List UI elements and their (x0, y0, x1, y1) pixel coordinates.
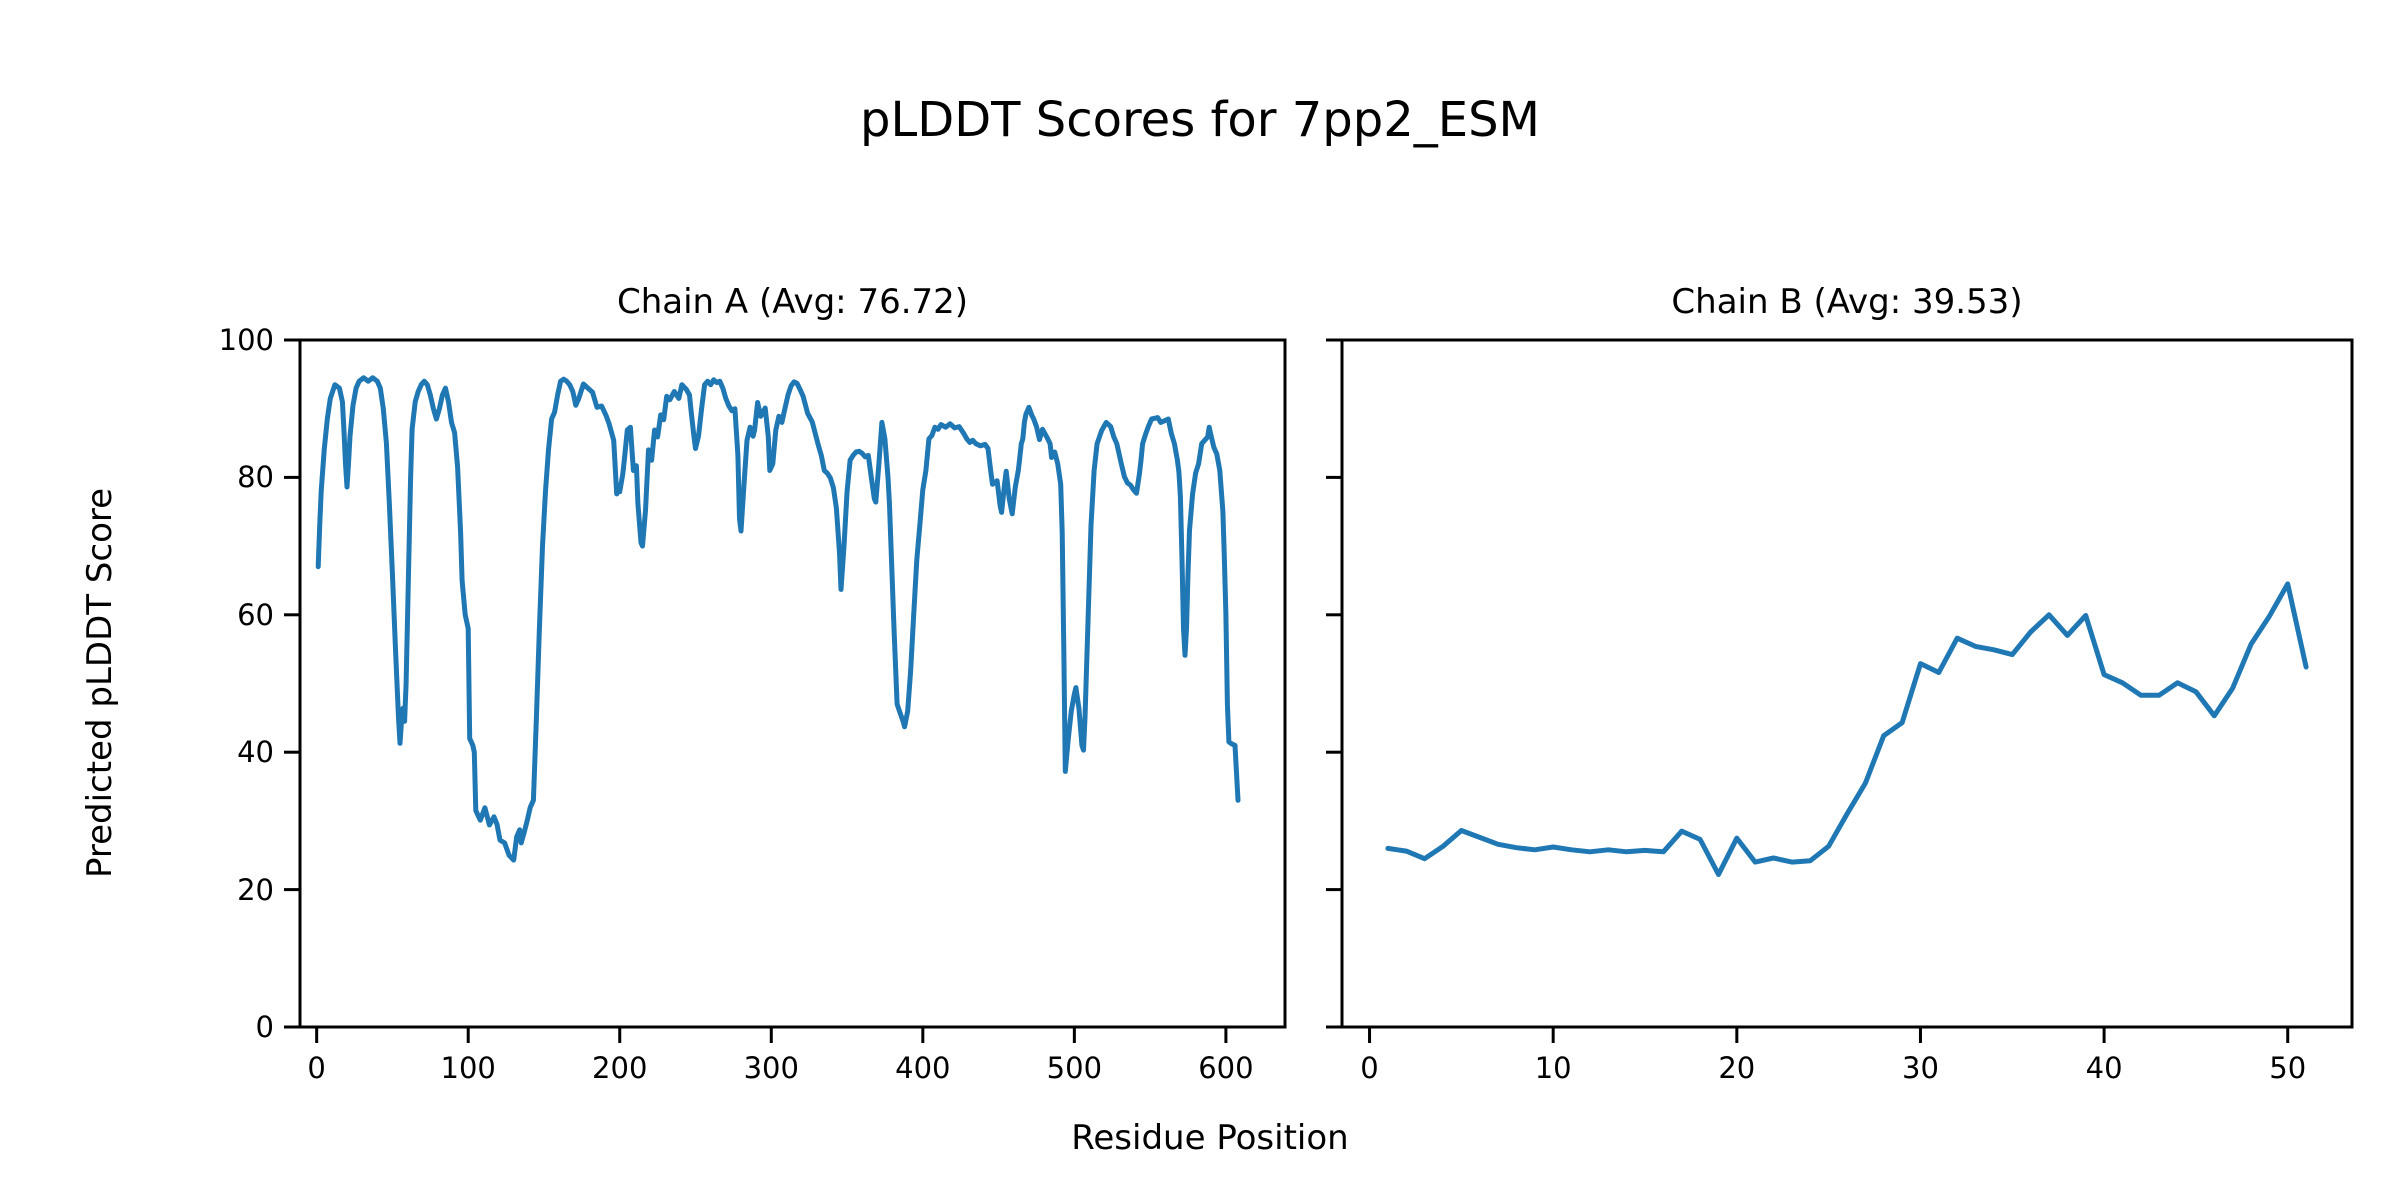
chain-b-axes-box (1340, 338, 2354, 1029)
chain-a-x-tick-label: 200 (592, 1051, 648, 1085)
figure-title: pLDDT Scores for 7pp2_ESM (860, 92, 1540, 148)
chain-a-x-tick-label: 600 (1198, 1051, 1254, 1085)
chain-b-x-tick-label: 40 (2085, 1051, 2123, 1085)
chain-a-x-tick-label: 400 (895, 1051, 951, 1085)
chain-b-x-tick-label: 50 (2269, 1051, 2307, 1085)
chain-a-x-tick-label: 100 (440, 1051, 496, 1085)
chain-a-title: Chain A (Avg: 76.72) (616, 282, 969, 322)
chain-a-y-tick-label: 40 (237, 735, 274, 770)
chain-b-x-tick-label: 20 (1718, 1051, 1756, 1085)
chain-a-y-tick-label: 80 (237, 460, 274, 495)
chain-b-title: Chain B (Avg: 39.53) (1671, 282, 2023, 322)
chain-b-x-tick-label: 30 (1902, 1051, 1939, 1085)
plddt-line-chain-b (1385, 581, 2309, 877)
x-axis-label: Residue Position (1071, 1118, 1349, 1158)
chain-a-y-tick-label: 0 (255, 1010, 274, 1044)
chain-a-y-tick-label: 100 (218, 323, 274, 357)
chain-a-x-tick-label: 300 (743, 1051, 799, 1085)
chain-a-x-tick-label: 0 (307, 1051, 326, 1085)
chain-a-y-tick-label: 60 (237, 597, 274, 632)
chain-a-y-tick-label: 20 (237, 872, 274, 907)
chain-a-axes-box (298, 338, 1287, 1029)
chain-b-x-tick-label: 0 (1360, 1051, 1379, 1085)
plddt-line-chain-a (315, 375, 1241, 863)
chain-a-x-tick-label: 500 (1046, 1051, 1103, 1085)
chain-b-x-tick-label: 10 (1534, 1051, 1572, 1085)
